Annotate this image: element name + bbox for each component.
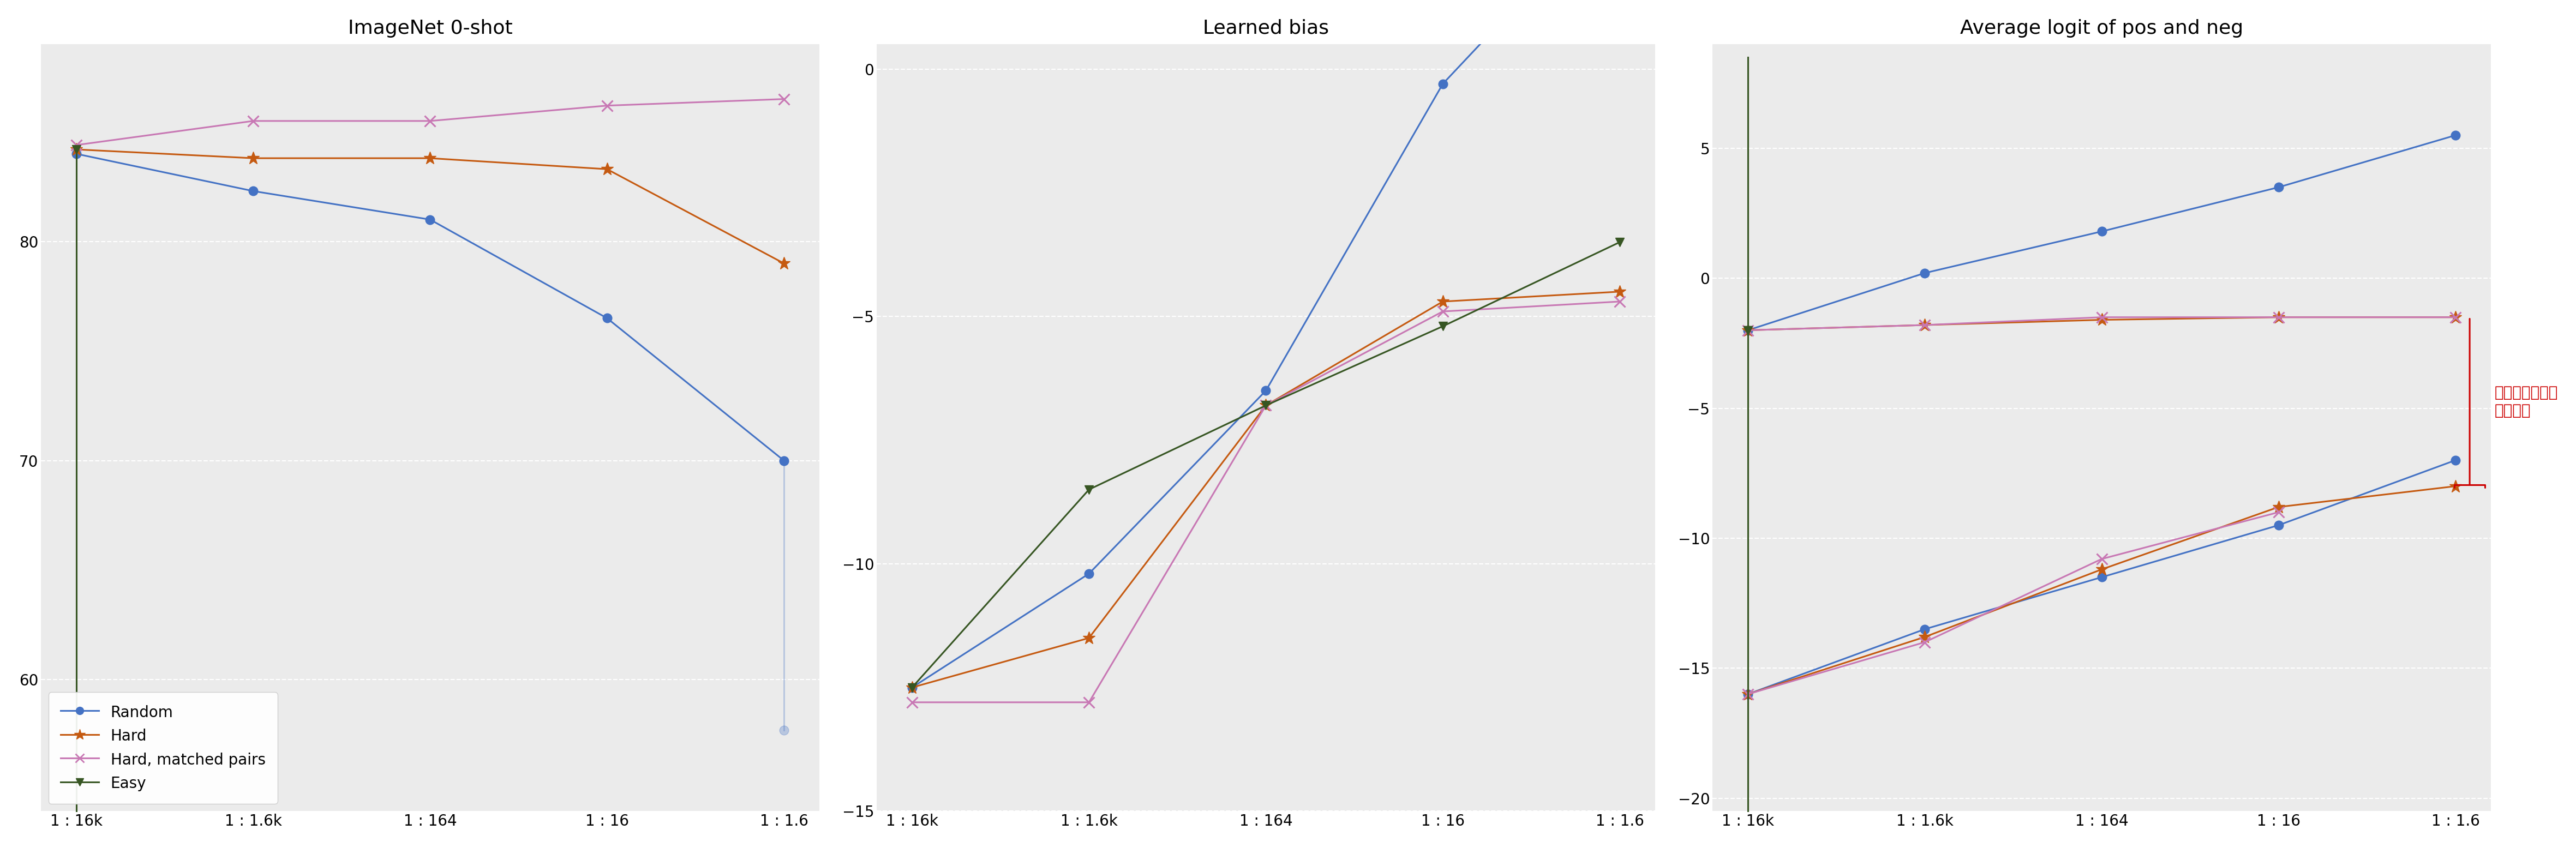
Text: 正负例的区分度
逐渐减小: 正负例的区分度 逐渐减小 [2494, 385, 2558, 418]
Title: ImageNet 0-shot: ImageNet 0-shot [348, 19, 513, 37]
Title: Average logit of pos and neg: Average logit of pos and neg [1960, 19, 2244, 37]
Legend: Random, Hard, Hard, matched pairs, Easy: Random, Hard, Hard, matched pairs, Easy [49, 692, 278, 804]
Title: Learned bias: Learned bias [1203, 19, 1329, 37]
